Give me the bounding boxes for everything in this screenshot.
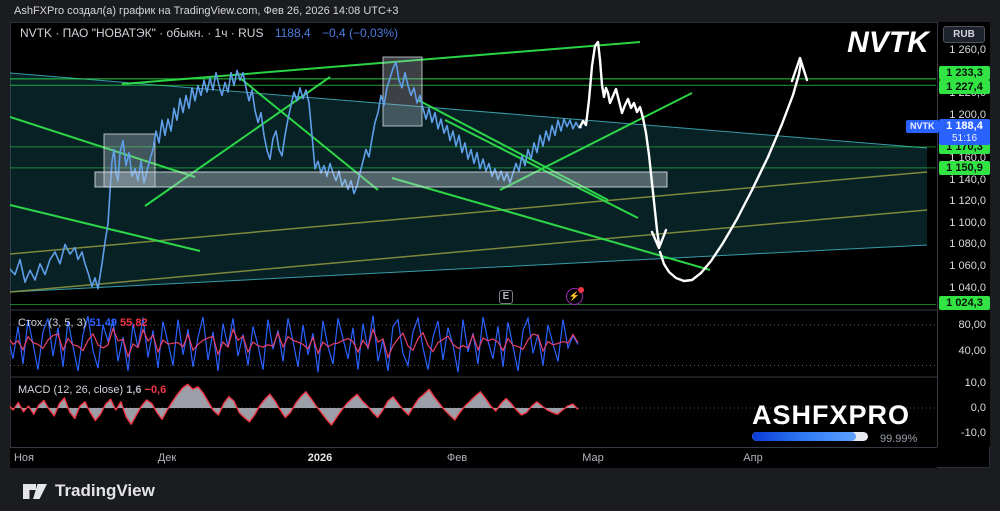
footer-bar: TradingView — [0, 468, 1000, 511]
price-tick: 1 040,0 — [949, 281, 986, 294]
tradingview-logo-icon — [23, 484, 47, 499]
last-price: 1188,4 — [274, 26, 311, 40]
stoch-pane-label[interactable]: Стох. (3, 5, 3) 51,49 55,82 — [18, 317, 148, 329]
macd-value-1: 1,6 — [126, 384, 142, 396]
notification-dot — [578, 287, 584, 293]
ashfxpro-progress-bar — [752, 432, 868, 441]
flash-events-icon[interactable]: ⚡ — [566, 287, 584, 305]
macd-axis-tick: -10,0 — [960, 427, 986, 439]
bar-countdown: 51:16 — [951, 133, 978, 145]
macd-title[interactable]: MACD (12, 26, close) — [18, 384, 124, 396]
price-tick: 1 120,0 — [949, 195, 986, 208]
earnings-icon[interactable]: E — [499, 290, 513, 304]
ashfxpro-logo-text: ASHFXPRO — [752, 400, 911, 430]
current-price-box: 1 188,4 51:16 — [939, 119, 990, 146]
price-tick: 1 200,0 — [949, 108, 986, 121]
time-tick-Фев: Фев — [446, 452, 468, 464]
stoch-axis-tick: 80,00 — [958, 319, 986, 331]
symbol-title[interactable]: NVTK · ПАО "НОВАТЭК" · обыкн. · 1ч · RUS — [20, 26, 264, 40]
stoch-axis-tick: 40,00 — [958, 345, 986, 357]
time-tick-Апр: Апр — [743, 452, 763, 464]
price-change: −0,4 (−0,03%) — [321, 26, 399, 40]
price-tick: 1 080,0 — [949, 238, 986, 251]
price-axis[interactable]: RUB 1 260,01 220,01 200,01 160,01 140,01… — [937, 22, 990, 447]
alert-price-label: 1 233,3 — [939, 66, 990, 80]
price-tick: 1 260,0 — [949, 44, 986, 56]
symbol-price-tag: NVTK — [906, 120, 939, 134]
time-tick-Мар: Мар — [582, 452, 604, 464]
time-tick-Ноя: Ноя — [13, 452, 35, 464]
stoch-d-value: 55,82 — [120, 317, 148, 329]
tradingview-logo[interactable]: TradingView — [22, 479, 155, 503]
alert-price-label: 1 024,3 — [939, 296, 990, 310]
tradingview-logo-text: TradingView — [55, 481, 155, 500]
time-tick-Дек: Дек — [157, 452, 177, 464]
macd-axis-tick: 10,0 — [964, 377, 986, 389]
progress-fill — [752, 432, 856, 441]
macd-pane-label[interactable]: MACD (12, 26, close) 1,6 −0,6 — [18, 384, 166, 396]
symbol-header[interactable]: NVTK · ПАО "НОВАТЭК" · обыкн. · 1ч · RUS… — [20, 26, 398, 40]
macd-value-2: −0,6 — [144, 384, 167, 396]
attribution-bar: AshFXPro создал(а) график на TradingView… — [14, 5, 399, 17]
current-price-label: 1 188,4 — [946, 120, 983, 133]
ashfxpro-branding: ASHFXPRO 99.99% — [752, 400, 942, 445]
price-tick: 1 100,0 — [949, 216, 986, 229]
ticker-watermark: NVTK — [847, 26, 929, 59]
lightning-glyph: ⚡ — [568, 291, 581, 301]
time-axis[interactable]: Ноя Дек 2026 Фев Мар Апр — [10, 447, 937, 468]
stoch-k-value: 51,49 — [89, 317, 117, 329]
alert-price-label: 1 150,9 — [939, 161, 990, 175]
alert-price-label: 1 227,4 — [939, 80, 990, 94]
progress-percent: 99.99% — [880, 433, 918, 445]
macd-axis-tick: 0,0 — [970, 402, 986, 414]
price-tick: 1 060,0 — [949, 260, 986, 272]
price-tick: 1 140,0 — [949, 173, 986, 186]
stoch-title[interactable]: Стох. (3, 5, 3) — [18, 317, 87, 329]
time-tick-2026: 2026 — [307, 452, 333, 464]
currency-button[interactable]: RUB — [943, 26, 985, 43]
